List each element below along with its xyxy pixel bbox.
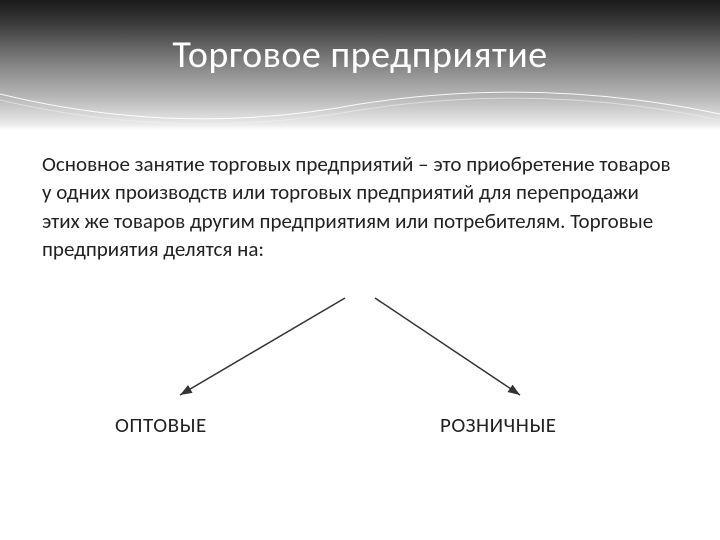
branch-right-label: РОЗНИЧНЫЕ <box>440 412 557 438</box>
branch-left-label: ОПТОВЫЕ <box>115 412 207 438</box>
body-paragraph: Основное занятие торговых предприятий – … <box>42 150 678 263</box>
branch-arrows <box>0 290 720 410</box>
slide-title: Торговое предприятие <box>0 32 720 78</box>
header-curve <box>0 86 720 146</box>
